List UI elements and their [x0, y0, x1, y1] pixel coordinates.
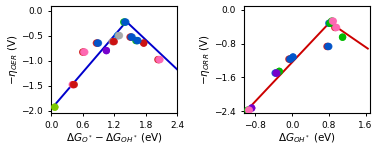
Point: [115, 34, 121, 37]
Point: [141, 42, 147, 44]
Point: [82, 51, 88, 53]
Point: [128, 36, 134, 38]
Point: [274, 72, 280, 74]
Point: [122, 21, 128, 23]
Point: [70, 83, 76, 86]
Point: [326, 45, 332, 48]
Point: [325, 45, 331, 48]
Point: [288, 58, 294, 60]
Point: [80, 51, 86, 53]
Point: [122, 21, 128, 23]
Point: [290, 56, 296, 58]
Point: [287, 58, 293, 60]
Point: [273, 72, 279, 74]
Point: [129, 36, 135, 38]
Point: [330, 20, 336, 22]
Point: [246, 109, 253, 111]
X-axis label: $\Delta G_{OH^*}$ (eV): $\Delta G_{OH^*}$ (eV): [278, 132, 336, 145]
Point: [287, 58, 293, 60]
Point: [134, 39, 140, 42]
Point: [157, 58, 163, 61]
Point: [286, 58, 292, 60]
Point: [135, 39, 141, 42]
Point: [290, 56, 296, 58]
Point: [71, 83, 77, 86]
Point: [121, 21, 127, 23]
Point: [96, 42, 102, 44]
Point: [276, 70, 282, 73]
Point: [249, 107, 255, 109]
Point: [327, 22, 333, 24]
Point: [330, 20, 336, 22]
Point: [333, 26, 339, 29]
Point: [103, 49, 109, 52]
X-axis label: $\Delta G_{O^*} - \Delta G_{OH^*}$ (eV): $\Delta G_{O^*} - \Delta G_{OH^*}$ (eV): [66, 132, 163, 145]
Point: [123, 21, 129, 23]
Point: [110, 40, 116, 43]
Point: [103, 49, 109, 52]
Point: [156, 58, 162, 61]
Point: [134, 39, 140, 42]
Point: [325, 45, 331, 48]
Point: [333, 26, 339, 29]
Point: [133, 39, 139, 42]
Point: [333, 26, 339, 29]
Point: [330, 20, 336, 22]
Point: [332, 26, 338, 29]
Point: [326, 22, 332, 24]
Point: [81, 51, 87, 53]
Point: [245, 109, 251, 111]
Point: [273, 72, 279, 74]
Point: [69, 83, 75, 86]
Point: [127, 36, 133, 38]
Point: [94, 42, 101, 44]
Point: [115, 34, 121, 37]
Point: [245, 109, 251, 111]
Point: [339, 36, 345, 38]
Point: [272, 72, 278, 74]
Point: [339, 36, 345, 38]
Point: [109, 40, 115, 43]
Point: [52, 106, 58, 108]
Y-axis label: $-\eta_{OER}$ (V): $-\eta_{OER}$ (V): [6, 34, 20, 85]
Y-axis label: $-\eta_{ORR}$ (V): $-\eta_{ORR}$ (V): [198, 34, 212, 85]
Point: [93, 42, 99, 44]
Point: [245, 109, 251, 111]
Point: [155, 58, 161, 61]
Point: [141, 42, 147, 44]
Point: [81, 51, 87, 53]
Point: [116, 34, 122, 37]
Point: [249, 107, 255, 109]
Point: [128, 36, 134, 38]
Point: [328, 20, 335, 22]
Point: [156, 58, 162, 61]
Point: [328, 22, 334, 24]
Point: [94, 42, 101, 44]
Point: [324, 45, 330, 48]
Point: [276, 70, 282, 73]
Point: [111, 40, 117, 43]
Point: [52, 106, 58, 108]
Point: [110, 40, 116, 43]
Point: [70, 83, 76, 86]
Point: [115, 34, 121, 37]
Point: [327, 22, 333, 24]
